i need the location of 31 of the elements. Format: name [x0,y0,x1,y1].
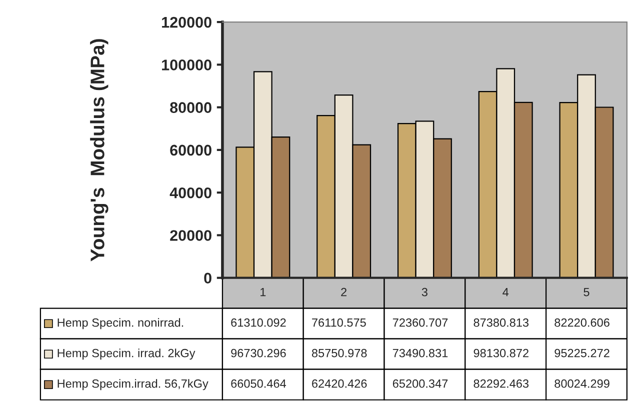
y-axis-title: Young's Modulus (MPa) [90,39,108,262]
data-label: 72360.707 [392,318,448,327]
data-label: 82220.606 [554,318,610,327]
data-label: 76110.575 [312,318,366,327]
x-tick-label: 3 [422,288,428,296]
y-tick-label: 40000 [170,187,212,198]
x-tick-label: 2 [341,288,346,296]
legend-label: Hemp Specim. irrad. 2kGy [58,348,196,360]
y-tick-label: 80000 [170,102,212,113]
y-tick-label: 100000 [162,60,212,70]
data-label: 62420.426 [312,379,367,388]
data-label: 66050.464 [231,379,286,388]
y-tick-label: 120000 [162,16,212,28]
data-label: 85750.978 [312,348,367,358]
data-label: 61310.092 [231,318,286,327]
x-tick-label: 4 [502,288,509,296]
data-label: 87380.813 [474,318,529,327]
data-label: 96730.296 [231,348,286,358]
x-tick-label: 5 [584,288,590,296]
x-tick-label: 1 [260,288,266,296]
data-label: 73490.831 [392,348,448,358]
data-label: 82292.463 [474,379,529,388]
data-label: 65200.347 [392,379,448,388]
data-label: 98130.872 [474,348,528,358]
y-tick-label: 0 [204,272,212,284]
data-label: 80024.299 [554,379,610,388]
data-label: 95225.272 [554,348,610,358]
legend-label: Hemp Specim.irrad. 56,7kGy [58,379,208,390]
legend-label: Hemp Specim. nonirrad. [58,318,184,330]
y-tick-label: 60000 [170,144,212,156]
y-tick-label: 20000 [170,230,212,241]
